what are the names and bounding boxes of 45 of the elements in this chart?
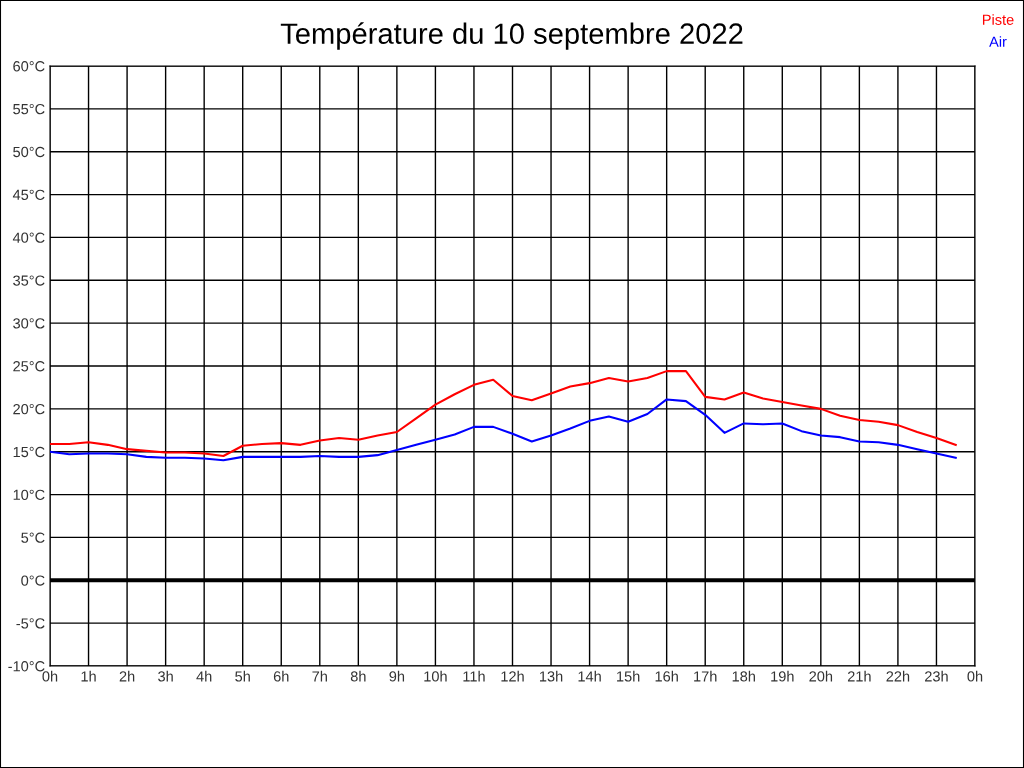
x-tick-label: 8h xyxy=(350,670,366,682)
y-tick-label: 60°C xyxy=(13,61,45,72)
y-tick-label: 25°C xyxy=(13,361,45,372)
text: Piste xyxy=(982,14,1014,25)
y-tick-label: 0°C xyxy=(21,575,45,586)
x-tick-label: 19h xyxy=(771,670,794,682)
text: Air xyxy=(989,36,1007,47)
y-tick-label: 30°C xyxy=(13,318,45,329)
x-tick-label: 14h xyxy=(578,670,601,682)
x-tick-label: 0h xyxy=(967,670,983,682)
y-tick-label: -10°C xyxy=(8,661,45,672)
line-series xyxy=(50,398,957,462)
x-tick-label: 20h xyxy=(809,670,833,682)
x-tick-label: 1h xyxy=(81,670,96,682)
y-tick-label: 15°C xyxy=(13,446,45,458)
x-tick-label: 23h xyxy=(925,670,948,682)
x-tick-label: 4h xyxy=(196,670,212,682)
y-tick-label: 55°C xyxy=(13,103,45,115)
x-tick-label: 18h xyxy=(732,670,755,682)
y-tick-label: 5°C xyxy=(21,532,45,543)
chart-title: Température du 10 septembre 2022 xyxy=(280,22,743,50)
x-tick-label: 6h xyxy=(273,670,289,682)
x-tick-label: 3h xyxy=(158,670,173,682)
x-tick-label: 2h xyxy=(119,670,135,682)
x-tick-label: 16h xyxy=(655,670,678,682)
y-tick-label: 35°C xyxy=(13,275,45,286)
y-tick-label: 50°C xyxy=(13,146,45,158)
y-tick-label: 45°C xyxy=(12,189,45,200)
y-tick-label: -5°C xyxy=(16,618,45,629)
x-tick-label: 9h xyxy=(389,670,405,682)
line-series xyxy=(50,370,957,458)
x-tick-label: 21h xyxy=(847,670,871,682)
y-tick-label: 10°C xyxy=(13,489,45,500)
y-tick-label: 20°C xyxy=(13,403,45,415)
x-tick-label: 22h xyxy=(886,670,910,682)
x-tick-label: 0h xyxy=(42,670,58,682)
x-tick-label: 13h xyxy=(539,670,563,682)
x-tick-label: 15h xyxy=(617,670,640,682)
x-tick-label: 7h xyxy=(312,670,327,682)
y-tick-label: 40°C xyxy=(12,232,45,243)
x-tick-label: 10h xyxy=(424,670,447,682)
x-tick-label: 17h xyxy=(694,670,717,682)
x-tick-label: 5h xyxy=(235,670,250,682)
x-tick-label: 11h xyxy=(463,670,485,682)
x-tick-label: 12h xyxy=(501,670,524,682)
